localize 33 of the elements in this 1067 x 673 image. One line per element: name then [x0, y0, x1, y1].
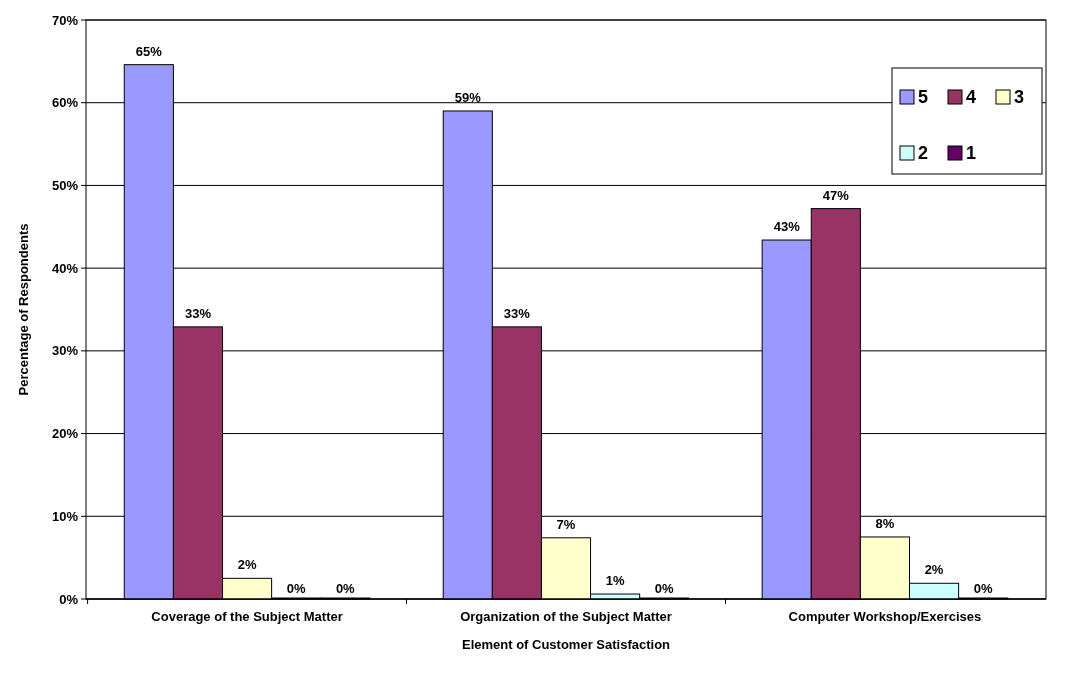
data-label: 0% [973, 581, 993, 596]
y-tick-label: 10% [51, 508, 79, 524]
data-label: 33% [503, 305, 531, 321]
y-axis-title: Percentage of Respondents [16, 223, 31, 396]
data-label: 59% [454, 89, 482, 105]
y-tick-label: 50% [51, 177, 79, 193]
data-label: 0% [286, 581, 307, 596]
data-label: 33% [184, 305, 212, 321]
data-label: 7% [556, 516, 576, 532]
legend-label: 2 [918, 143, 929, 164]
data-label: 65% [135, 43, 163, 59]
data-label: 2% [924, 562, 944, 578]
y-tick-label: 70% [51, 12, 79, 28]
x-tick-label: Organization of the Subject Matter [460, 609, 672, 624]
y-tick-label: 60% [51, 95, 79, 111]
legend-label: 5 [918, 87, 929, 108]
x-axis-title: Element of Customer Satisfaction [461, 637, 671, 652]
y-tick-label: 40% [51, 260, 79, 276]
data-label: 47% [822, 187, 850, 203]
data-label: 0% [654, 581, 675, 596]
legend-label: 1 [966, 143, 977, 164]
legend-label: 3 [1014, 87, 1025, 108]
y-tick-label: 30% [51, 343, 79, 359]
legend-label: 4 [966, 87, 977, 108]
data-label: 1% [605, 573, 625, 589]
data-label: 0% [335, 581, 356, 596]
y-tick-label: 0% [59, 591, 79, 607]
x-tick-label: Computer Workshop/Exercises [788, 609, 982, 624]
y-tick-label: 20% [51, 426, 79, 442]
x-tick-label: Coverage of the Subject Matter [151, 609, 343, 624]
data-label: 8% [875, 515, 895, 531]
data-label: 2% [237, 557, 257, 573]
data-label: 43% [773, 219, 801, 235]
